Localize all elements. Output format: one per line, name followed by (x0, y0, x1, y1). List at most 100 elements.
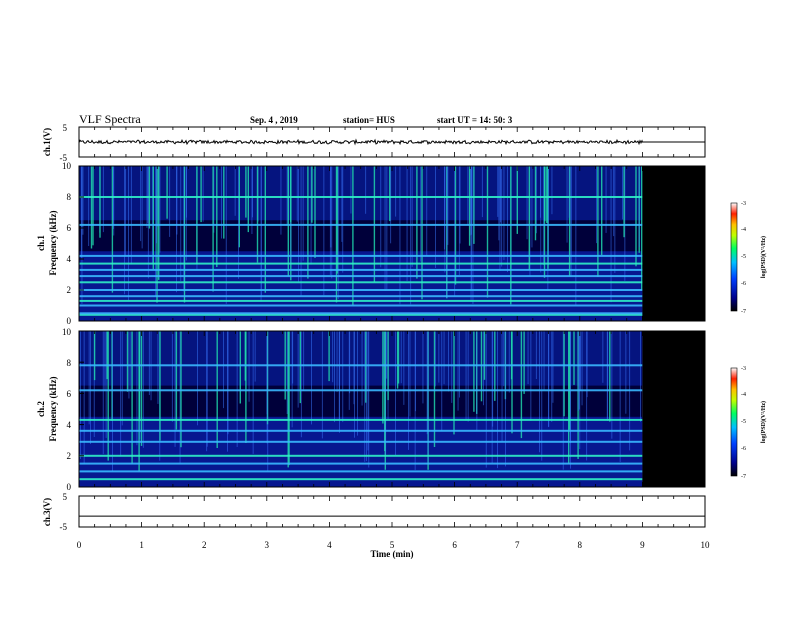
spec1-sferic-streak (468, 166, 471, 246)
spec1-emission-line (79, 254, 643, 257)
spec2-sferic-streak (602, 331, 604, 383)
spec2-sferic-streak (438, 331, 440, 383)
spec2-cb-tick-m3: -3 (741, 366, 746, 372)
spec2-sferic-streak (223, 331, 224, 409)
spec1-sferic-streak (156, 166, 158, 303)
spec1-sferic-streak (638, 166, 640, 247)
spec2-sferic-streak (90, 331, 91, 444)
spec1-sferic-streak (247, 166, 249, 233)
spec1-sferic-streak (544, 166, 546, 222)
spec1-sferic-streak (155, 166, 156, 296)
spec1-sferic-streak (447, 166, 449, 245)
spec2-sferic-streak (140, 331, 143, 446)
spec2-sferic-streak (287, 331, 289, 468)
spec1-sferic-streak (221, 166, 222, 239)
spec2-ylabel-frequency: Frequency (kHz) (48, 376, 58, 441)
spec2-sferic-streak (527, 331, 529, 385)
ch1-waveform-line (78, 138, 705, 146)
spec2-ytick-2: 2 (67, 451, 72, 461)
spec2-sferic-streak (321, 331, 323, 439)
spec1-sferic-streak (534, 166, 537, 241)
spec1-sferic-streak (102, 166, 104, 233)
spec1-sferic-streak (302, 166, 304, 261)
spec1-sferic-streak (498, 166, 500, 241)
spec2-sferic-streak (336, 331, 338, 393)
spec1-sferic-streak (151, 166, 153, 264)
spec2-sferic-streak (467, 331, 469, 422)
spec1-sferic-streak (314, 166, 316, 258)
spec2-sferic-streak (174, 331, 176, 447)
spec1-sferic-streak (238, 166, 240, 248)
ch2-spectrogram-panel: 0 2 4 6 8 10 ch.2 Frequency (kHz) -3 -4 … (36, 327, 767, 492)
spec2-sferic-streak (453, 331, 455, 435)
spec2-ytick-10: 10 (62, 327, 72, 337)
spec1-sferic-streak (548, 166, 549, 266)
spec2-sferic-streak (395, 331, 396, 455)
spec2-sferic-streak (433, 331, 436, 447)
spec2-sferic-streak (254, 331, 256, 382)
spec2-sferic-streak (206, 331, 208, 447)
spec1-sferic-streak (341, 166, 343, 242)
spec2-sferic-streak (510, 331, 513, 380)
spec1-sferic-streak (568, 166, 570, 218)
spec2-sferic-streak (368, 331, 370, 468)
spec1-colorbar-label: log(PSD)(V²/Hz) (760, 236, 767, 278)
spec1-sferic-streak (416, 166, 418, 279)
ch1-ytick-top: 5 (63, 123, 68, 133)
spec1-sferic-streak (310, 166, 312, 265)
spec1-sferic-streak (176, 166, 177, 293)
spec1-sferic-streak (551, 166, 553, 215)
spec2-sferic-streak (535, 331, 537, 379)
spec1-ytick-2: 2 (67, 285, 72, 295)
spec1-sferic-streak (454, 166, 456, 296)
spec2-sferic-streak (508, 331, 510, 393)
spec2-sferic-streak (88, 331, 90, 425)
spec1-sferic-streak (311, 166, 313, 223)
spec1-sferic-streak (635, 166, 637, 267)
spec1-sferic-streak (365, 166, 367, 214)
spec1-sferic-streak (410, 166, 412, 305)
spec2-sferic-streak (171, 331, 173, 422)
spec1-ytick-6: 6 (67, 223, 72, 233)
spec2-no-data-region (642, 331, 705, 487)
spec2-sferic-streak (619, 331, 621, 462)
x-tick-label: 3 (265, 540, 270, 550)
spec2-sferic-streak (562, 331, 564, 470)
spec1-emission-line (79, 289, 643, 291)
x-tick-label: 1 (139, 540, 144, 550)
spec2-sferic-streak (551, 331, 553, 422)
spec1-ytick-4: 4 (67, 254, 72, 264)
spec1-sferic-streak (152, 166, 154, 270)
spec2-sferic-streak (364, 331, 366, 462)
spec1-sferic-streak (176, 166, 178, 235)
spec2-sferic-streak (227, 331, 229, 435)
spec1-sferic-streak (501, 166, 503, 267)
spec1-sferic-streak (238, 166, 239, 279)
spec1-emission-line (79, 268, 643, 271)
spec1-sferic-streak (128, 166, 129, 301)
spec2-sferic-streak (80, 331, 81, 459)
spec2-sferic-streak (288, 331, 290, 466)
spec1-sferic-streak (252, 166, 253, 218)
spec1-sferic-streak (234, 166, 236, 216)
spec1-sferic-streak (610, 166, 612, 303)
spec2-sferic-streak (483, 331, 484, 406)
spec1-cb-tick-m3: -3 (741, 201, 746, 207)
spec2-sferic-streak (409, 331, 411, 417)
spec1-sferic-streak (540, 166, 541, 218)
spec2-sferic-streak (505, 331, 506, 467)
spec2-sferic-streak (366, 331, 367, 462)
spec1-sferic-streak (570, 166, 572, 265)
spec2-sferic-streak (503, 331, 505, 387)
spec2-sferic-streak (148, 331, 150, 395)
spec1-sferic-streak (624, 166, 626, 281)
spec1-sferic-streak (444, 166, 445, 250)
spec1-sferic-streak (536, 166, 537, 234)
spec2-sferic-streak (434, 331, 436, 387)
spec2-sferic-streak (609, 331, 611, 422)
spec1-sferic-streak (384, 166, 386, 291)
spec2-sferic-streak (297, 331, 299, 408)
spec2-sferic-streak (476, 331, 478, 431)
spec1-sferic-streak (298, 166, 299, 282)
